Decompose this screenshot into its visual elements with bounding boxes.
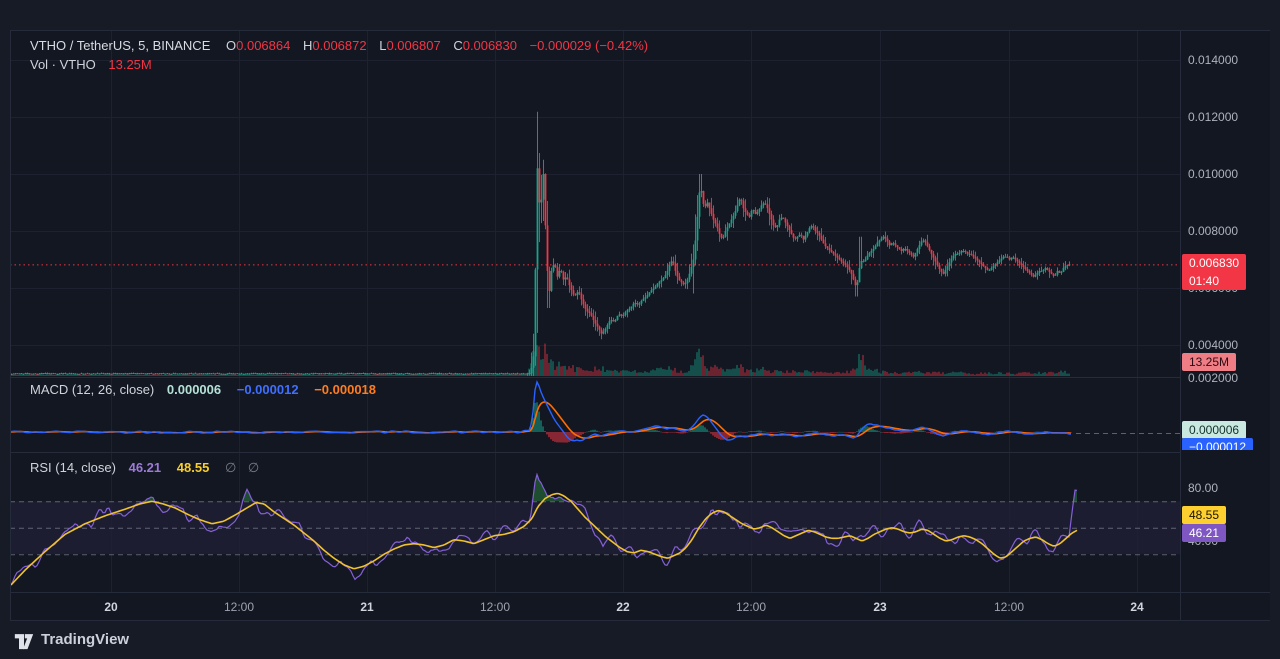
rsi-lower-band-empty: ∅ — [247, 460, 260, 475]
low-label: L — [379, 38, 387, 53]
price-tick-label: 80.00 — [1188, 481, 1219, 495]
macd-hist-value: 0.000006 — [166, 382, 222, 397]
high-label: H — [302, 38, 313, 53]
macd-signal-value: −0.000018 — [314, 382, 377, 397]
time-tick-label: 12:00 — [479, 600, 511, 614]
volume-legend[interactable]: Vol · VTHO 13.25M — [30, 57, 152, 72]
macd-hist-badge: 0.000006 — [1182, 421, 1247, 439]
price-tick-label: 0.002000 — [1188, 371, 1239, 385]
low-value: 0.006807 — [386, 38, 441, 53]
rsi-legend[interactable]: RSI (14, close) 46.21 48.55 ∅ ∅ — [30, 460, 267, 476]
high-value: 0.006872 — [312, 38, 367, 53]
time-tick-label: 22 — [616, 600, 630, 614]
time-tick-label: 12:00 — [735, 600, 767, 614]
last-price-value: 0.006830 — [1189, 256, 1240, 270]
price-tick-label: 0.010000 — [1188, 167, 1239, 181]
time-tick-label: 12:00 — [223, 600, 255, 614]
close-label: C — [453, 38, 463, 53]
rsi-upper-band-empty: ∅ — [224, 460, 237, 475]
time-tick-label: 21 — [360, 600, 374, 614]
macd-title: MACD (12, 26, close) — [30, 382, 155, 397]
symbol-title: VTHO / TetherUS, 5, BINANCE — [30, 38, 211, 53]
volume-value: 13.25M — [108, 57, 152, 72]
time-tick-label: 23 — [873, 600, 887, 614]
price-tick-label: 0.004000 — [1188, 338, 1239, 352]
macd-line-value: −0.000012 — [236, 382, 299, 397]
tradingview-logo-icon[interactable] — [13, 630, 35, 650]
symbol-legend[interactable]: VTHO / TetherUS, 5, BINANCE O0.006864 H0… — [30, 38, 648, 53]
bar-countdown: 01:40 — [1189, 274, 1220, 288]
price-tick-label: 0.012000 — [1188, 110, 1239, 124]
close-value: 0.006830 — [462, 38, 517, 53]
rsi-ma-badge: 48.55 — [1182, 506, 1227, 524]
rsi-value: 46.21 — [128, 460, 162, 475]
macd-legend[interactable]: MACD (12, 26, close) 0.000006 −0.000012 … — [30, 382, 376, 397]
rsi-badge: 46.21 — [1182, 524, 1227, 542]
rsi-ma-value: 48.55 — [176, 460, 210, 475]
tradingview-brand[interactable]: TradingView — [41, 631, 130, 648]
time-tick-label: 24 — [1130, 600, 1144, 614]
time-tick-label: 12:00 — [993, 600, 1025, 614]
open-label: O — [226, 38, 237, 53]
price-tick-label: 0.014000 — [1188, 53, 1239, 67]
rsi-title: RSI (14, close) — [30, 460, 116, 475]
price-tick-label: 0.008000 — [1188, 224, 1239, 238]
volume-label: Vol · VTHO — [30, 57, 96, 72]
open-value: 0.006864 — [236, 38, 291, 53]
change-value: −0.000029 (−0.42%) — [529, 38, 649, 53]
last-price-badge: 0.006830 01:40 — [1182, 254, 1247, 290]
time-tick-label: 20 — [104, 600, 118, 614]
volume-badge: 13.25M — [1182, 353, 1237, 371]
macd-line-badge: −0.000012 — [1182, 438, 1254, 450]
